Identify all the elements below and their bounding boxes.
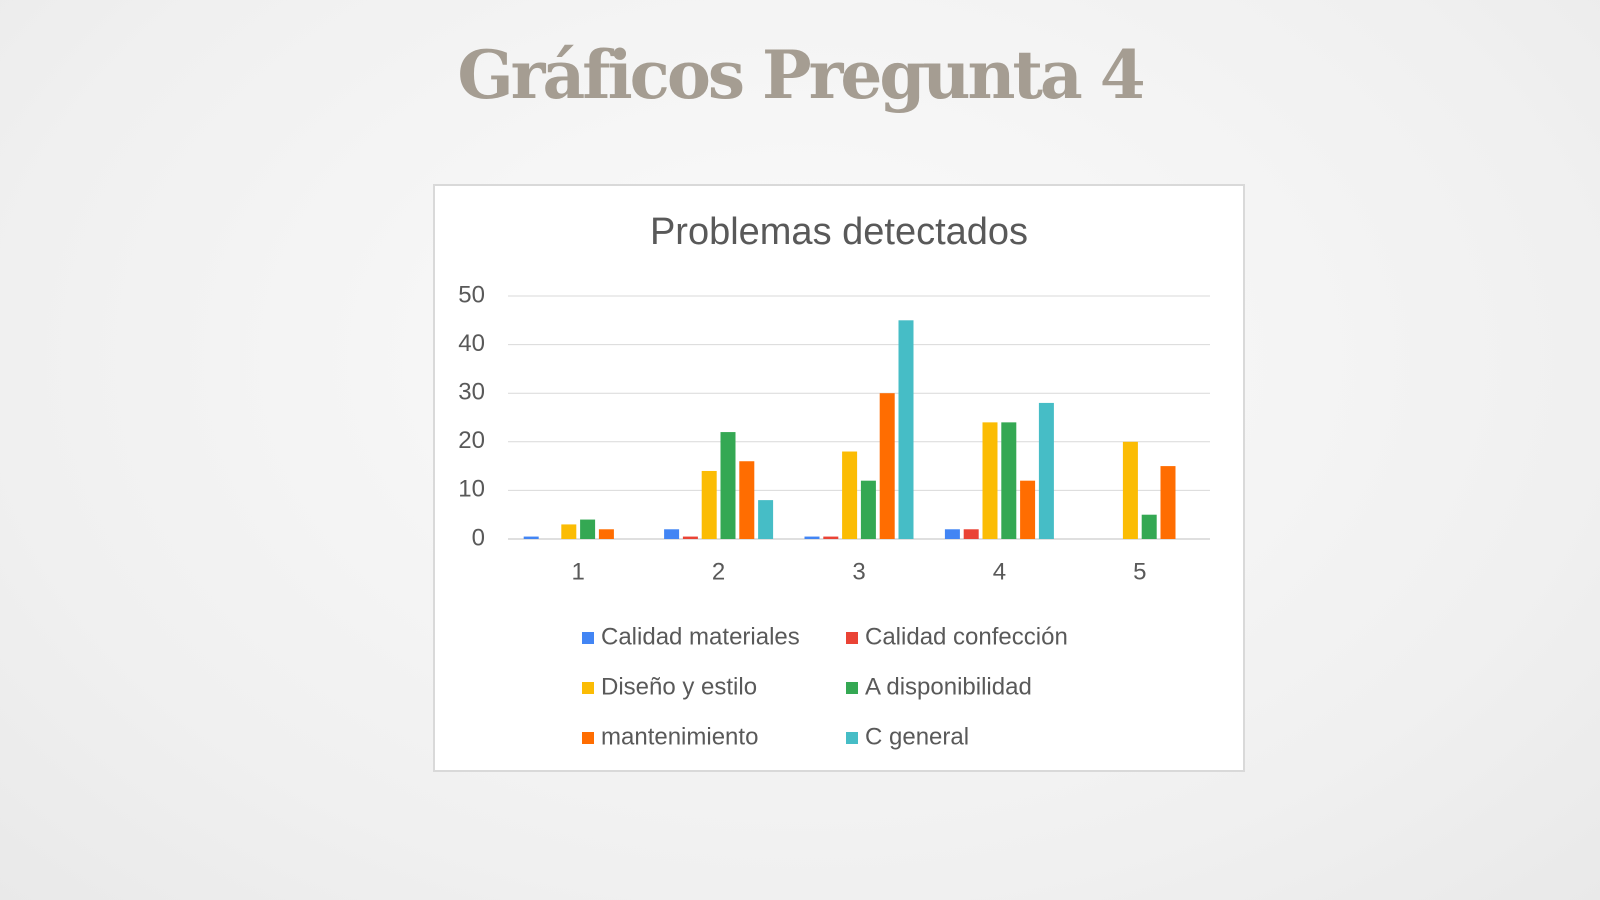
bar — [523, 536, 539, 539]
legend-swatch — [846, 732, 858, 744]
legend-label: Calidad confección — [865, 623, 1068, 650]
bar — [1160, 466, 1176, 539]
bar — [664, 529, 680, 539]
bar — [682, 536, 698, 539]
x-tick-label: 3 — [852, 558, 865, 585]
y-tick-label: 50 — [458, 281, 485, 308]
legend-label: Calidad materiales — [601, 623, 800, 650]
bar — [739, 461, 755, 539]
bar — [1001, 422, 1017, 539]
legend-label: A disponibilidad — [865, 673, 1032, 700]
x-tick-label: 1 — [572, 558, 585, 585]
legend-label: mantenimiento — [601, 723, 758, 750]
x-tick-label: 2 — [712, 558, 725, 585]
bar — [758, 500, 774, 539]
bar — [1038, 402, 1054, 539]
bar — [1141, 514, 1157, 539]
bar — [561, 524, 577, 539]
y-tick-label: 20 — [458, 427, 485, 454]
bar — [1122, 441, 1138, 539]
legend-label: C general — [865, 723, 969, 750]
chart-title: Problemas detectados — [650, 211, 1028, 253]
bar — [860, 480, 876, 539]
chart: Problemas detectados 0 10 20 30 40 50 1 2 3 4 5 Cal… — [458, 211, 1210, 750]
bar — [598, 529, 614, 539]
bar — [1020, 480, 1036, 539]
x-tick-label: 5 — [1133, 558, 1146, 585]
y-tick-label: 10 — [458, 476, 485, 503]
legend-swatch — [846, 632, 858, 644]
bar — [879, 393, 895, 539]
legend-label: Diseño y estilo — [601, 673, 757, 700]
y-tick-label: 30 — [458, 379, 485, 406]
bar — [944, 529, 960, 539]
page-title: Gráficos Pregunta 4 — [457, 36, 1145, 114]
legend-swatch — [582, 682, 594, 694]
bar — [982, 422, 998, 539]
bar — [701, 470, 717, 539]
legend-swatch — [582, 632, 594, 644]
bar — [823, 536, 839, 539]
legend-swatch — [846, 682, 858, 694]
y-tick-label: 40 — [458, 330, 485, 357]
bar — [580, 519, 596, 539]
x-tick-label: 4 — [993, 558, 1006, 585]
legend-swatch — [582, 732, 594, 744]
bar — [898, 320, 914, 539]
bar — [963, 529, 979, 539]
y-tick-label: 0 — [472, 524, 485, 551]
bar — [842, 451, 858, 539]
chart-card: Problemas detectados 0 10 20 30 40 50 1 2 3 4 5 Cal… — [433, 184, 1245, 772]
bar — [720, 432, 736, 539]
bar — [804, 536, 820, 539]
